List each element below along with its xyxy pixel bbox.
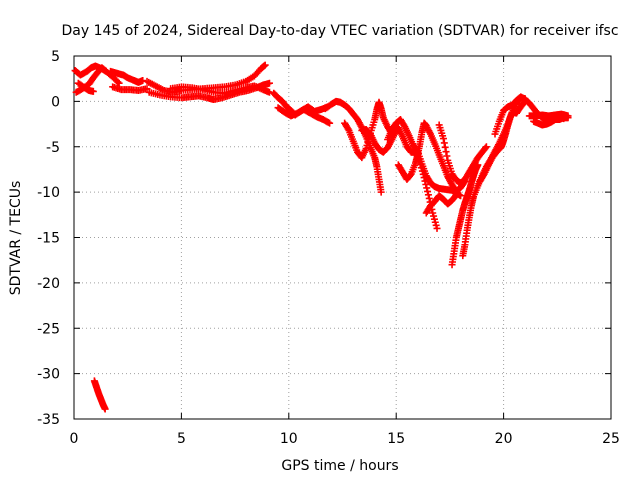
data-point	[139, 77, 147, 85]
x-tick-labels: 0 5 10 15 20 25	[70, 431, 620, 447]
y-tick-label: -10	[37, 185, 60, 201]
data-point	[442, 148, 450, 156]
data-point	[265, 88, 273, 96]
data-point	[89, 87, 97, 95]
data-point	[143, 85, 151, 93]
data-point	[443, 152, 451, 160]
data-point	[439, 135, 447, 143]
data-point	[482, 143, 490, 151]
data-point	[423, 184, 431, 192]
data-point	[482, 144, 490, 152]
data-point	[114, 78, 122, 86]
x-tick-label: 15	[387, 431, 405, 447]
chart-title: Day 145 of 2024, Sidereal Day-to-day VTE…	[61, 23, 618, 39]
y-tick-label: -30	[37, 367, 60, 383]
x-tick-label: 5	[177, 431, 186, 447]
data-point	[441, 143, 449, 151]
y-tick-label: 0	[51, 94, 60, 110]
y-tick-label: -5	[46, 140, 60, 156]
x-tick-label: 0	[70, 431, 79, 447]
y-tick-label: -25	[37, 321, 60, 337]
data-point	[440, 139, 448, 147]
x-axis-label: GPS time / hours	[281, 458, 398, 474]
data-point	[377, 188, 385, 196]
data-points	[71, 61, 572, 413]
data-point	[451, 192, 459, 200]
data-point	[474, 161, 482, 169]
y-tick-label: -15	[37, 231, 60, 247]
y-axis-label: SDTVAR / TECUs	[8, 181, 24, 296]
data-point	[101, 405, 109, 413]
data-point	[424, 187, 432, 195]
data-point	[326, 119, 334, 127]
axis-ticks	[73, 55, 612, 420]
data-point	[265, 79, 273, 87]
y-tick-labels: 5 0 -5 -10 -15 -20 -25 -30 -35	[37, 49, 60, 428]
data-point	[452, 191, 460, 199]
x-tick-label: 25	[602, 431, 620, 447]
data-point	[425, 194, 433, 202]
data-point	[433, 224, 441, 232]
y-tick-label: -20	[37, 276, 60, 292]
y-tick-label: -35	[37, 412, 60, 428]
data-point	[261, 61, 269, 69]
y-tick-label: 5	[51, 49, 60, 65]
x-tick-label: 10	[280, 431, 298, 447]
data-point	[564, 112, 572, 120]
x-tick-label: 20	[495, 431, 513, 447]
data-point	[344, 125, 352, 133]
data-point	[424, 191, 432, 199]
